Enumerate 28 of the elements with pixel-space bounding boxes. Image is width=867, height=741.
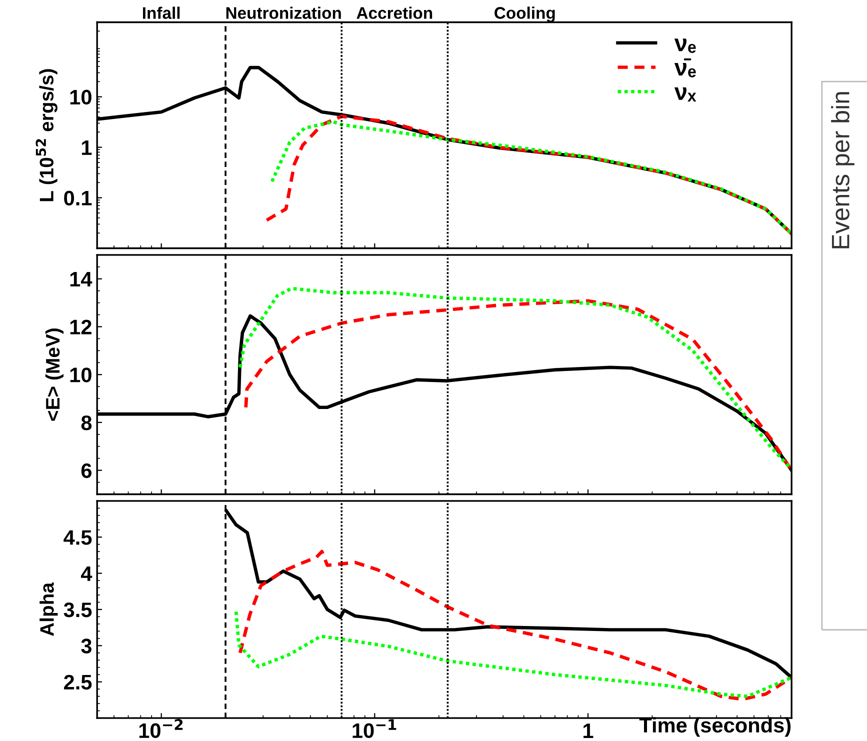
y-tick-label: 2.5 (64, 674, 92, 690)
text: Events per bin (831, 92, 854, 248)
text: Neutronization (226, 6, 341, 19)
y-tick-label: 10 (70, 90, 92, 105)
legend-label: νₑ (674, 38, 696, 53)
y-tick-label: 14 (70, 272, 92, 286)
x-tick-label: 10$^{−2}$ (139, 719, 183, 738)
y-tick-label: 0.1 (64, 190, 92, 206)
x-tick-label: 1 (584, 724, 594, 738)
y-tick-label: 12 (70, 320, 92, 334)
legend-label: ν̄ₑ (674, 58, 696, 78)
y-axis-title: L (10$^{52}$ ergs/s) (36, 69, 58, 202)
x-tick-label: 10$^{−1}$ (352, 719, 396, 738)
y-tick-label: 6 (81, 463, 92, 478)
y-tick-label: 4 (80, 566, 92, 581)
y-tick-label: 8 (81, 415, 92, 430)
annotation: Cooling (494, 6, 555, 22)
legend-label: νₓ (674, 87, 696, 102)
y-tick-label: 3 (81, 638, 92, 654)
text: Infall (142, 6, 180, 19)
y-tick-label: 10 (70, 368, 92, 382)
y-axis-title: Alpha (40, 582, 58, 636)
y-tick-label: 3.5 (64, 602, 92, 618)
y-tick-label: 1 (82, 140, 92, 155)
y-axis-title: <E> (MeV) (45, 328, 64, 421)
y-tick-label: 4.5 (64, 530, 92, 545)
x-axis-title: Time (seconds) (639, 717, 791, 737)
text: Accretion (356, 6, 432, 19)
